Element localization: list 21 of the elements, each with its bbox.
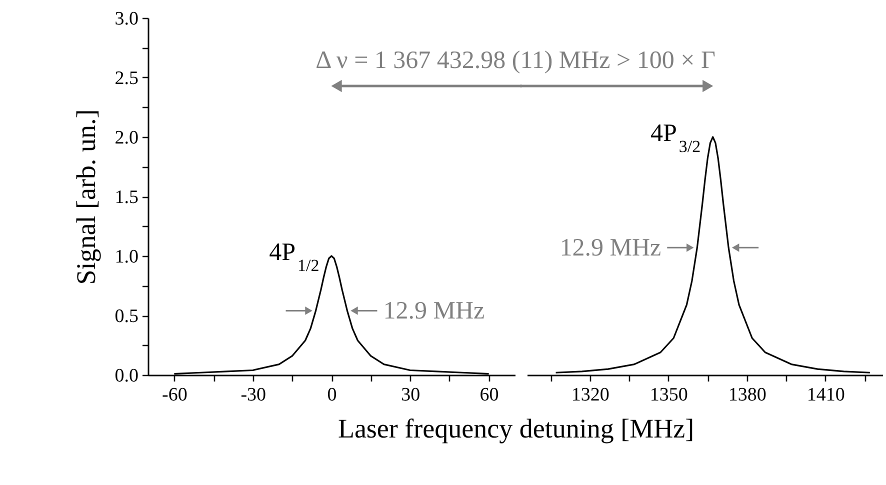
x-tick-label: -60 — [162, 384, 188, 406]
y-tick-label: 3.0 — [114, 8, 138, 30]
x-tick-label: -30 — [240, 384, 266, 406]
y-tick-label: 0.5 — [114, 306, 138, 327]
x-tick-label: 1410 — [806, 384, 845, 406]
x-tick-label: 1350 — [650, 384, 688, 406]
y-tick-label: 2.0 — [114, 128, 138, 148]
y-axis-title: Signal [arb. un.] — [70, 109, 101, 285]
y-tick-label: 0.0 — [114, 366, 138, 386]
annotation: Δ ν = 1 367 432.98 (11) MHz > 100 × Γ — [316, 47, 716, 74]
x-tick-label: 0 — [327, 384, 337, 406]
y-tick-label: 1.5 — [114, 187, 138, 208]
y-tick-label: 2.5 — [114, 68, 138, 89]
x-tick-label: 60 — [480, 384, 499, 406]
annotation: 12.9 MHz — [383, 298, 485, 325]
x-tick-label: 1320 — [571, 384, 610, 406]
x-axis-title: Laser frequency detuning [MHz] — [338, 414, 694, 444]
x-tick-label: 1380 — [728, 384, 766, 406]
x-tick-label: 30 — [401, 384, 420, 406]
y-tick-label: 1.0 — [114, 246, 138, 268]
annotation: 12.9 MHz — [560, 234, 662, 262]
